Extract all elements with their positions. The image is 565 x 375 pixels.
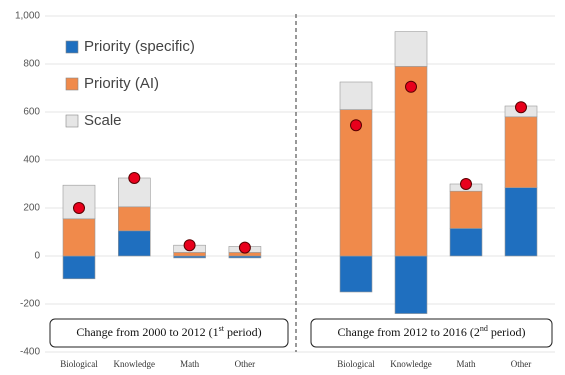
- legend-label: Priority (AI): [84, 75, 159, 92]
- marker-dot: [238, 241, 251, 254]
- y-tick-label: 800: [23, 59, 40, 70]
- bar-segment: [504, 116, 538, 188]
- marker-dot: [350, 119, 362, 132]
- y-tick-label: 0: [34, 251, 40, 262]
- group-label-sup: nd: [480, 324, 488, 333]
- legend-swatch: [65, 77, 79, 91]
- bar-segment: [504, 187, 538, 257]
- marker-dot: [73, 202, 85, 214]
- x-tick-label: Knowledge: [390, 359, 432, 369]
- marker-dot: [515, 101, 527, 114]
- group-label-end: period): [488, 325, 526, 339]
- marker-dot: [460, 178, 472, 190]
- bar-segment: [339, 255, 373, 293]
- bar-segment: [339, 109, 373, 257]
- group-label-end: period): [224, 325, 262, 339]
- bar-segment: [394, 31, 428, 67]
- bar-segment: [394, 66, 428, 257]
- bar-segment: [449, 190, 483, 229]
- x-tick-label: Biological: [60, 359, 98, 369]
- y-tick-label: 200: [23, 203, 40, 214]
- legend-swatch: [65, 40, 79, 54]
- x-tick-label: Other: [511, 359, 532, 369]
- y-tick-label: 400: [23, 155, 40, 166]
- marker-dot: [183, 239, 196, 252]
- group-label: Change from 2000 to 2012 (1st period): [76, 324, 261, 339]
- bar-segment: [449, 228, 483, 257]
- x-tick-label: Biological: [337, 359, 375, 369]
- legend-label: Scale: [84, 112, 122, 129]
- bar-segment: [118, 230, 151, 257]
- group-box: [310, 318, 553, 348]
- x-tick-label: Other: [235, 359, 256, 369]
- group-label-main: Change from 2012 to 2016 (2: [338, 325, 480, 339]
- group-box: [49, 318, 289, 348]
- group-label-sup: st: [219, 324, 225, 333]
- bar-segment: [62, 218, 96, 257]
- group-label-main: Change from 2000 to 2012 (1: [76, 325, 218, 339]
- marker-dot: [405, 80, 417, 93]
- bar-segment: [118, 206, 151, 232]
- bar-segment: [394, 255, 428, 314]
- x-tick-label: Math: [180, 359, 199, 369]
- group-label: Change from 2012 to 2016 (2nd period): [338, 324, 526, 339]
- y-tick-label: -400: [20, 347, 40, 358]
- x-tick-label: Math: [457, 359, 476, 369]
- legend-swatch: [65, 114, 79, 128]
- y-tick-label: 1,000: [15, 11, 40, 22]
- bar-segment: [173, 252, 206, 257]
- x-tick-label: Knowledge: [114, 359, 156, 369]
- legend-label: Priority (specific): [84, 38, 195, 55]
- bar-segment: [62, 255, 96, 280]
- marker-dot: [128, 172, 141, 184]
- y-tick-label: 600: [23, 107, 40, 118]
- bar-segment: [339, 81, 373, 110]
- y-tick-label: -200: [20, 299, 40, 310]
